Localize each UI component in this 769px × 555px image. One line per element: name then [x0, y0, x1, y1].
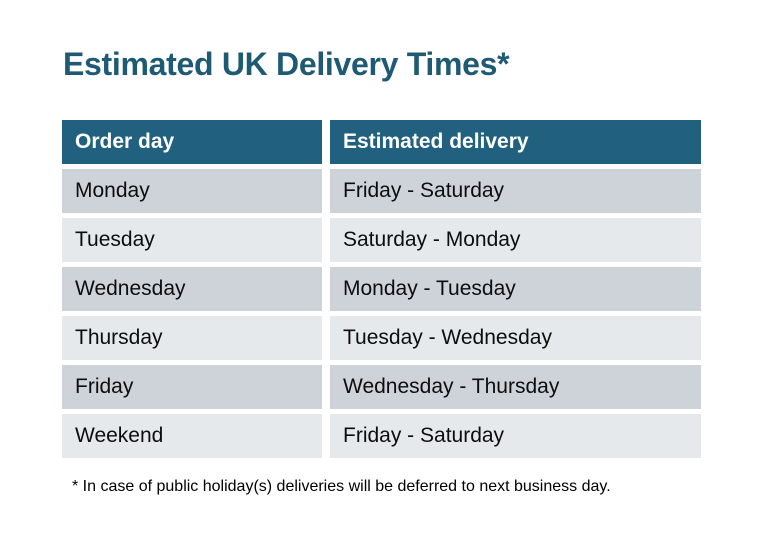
column-header-estimated-delivery: Estimated delivery — [330, 120, 701, 164]
public-holiday-footnote: * In case of public holiday(s) deliverie… — [72, 478, 611, 495]
column-header-order-day: Order day — [62, 120, 322, 164]
table-cell-order-day: Thursday — [62, 316, 322, 360]
table-cell-estimated-delivery: Friday - Saturday — [330, 169, 701, 213]
table-cell-order-day: Weekend — [62, 414, 322, 458]
table-cell-estimated-delivery: Wednesday - Thursday — [330, 365, 701, 409]
table-cell-estimated-delivery: Monday - Tuesday — [330, 267, 701, 311]
table-cell-order-day: Monday — [62, 169, 322, 213]
table-cell-order-day: Friday — [62, 365, 322, 409]
table-cell-estimated-delivery: Tuesday - Wednesday — [330, 316, 701, 360]
delivery-times-table: Order day Estimated delivery Monday Frid… — [62, 120, 701, 458]
table-cell-order-day: Wednesday — [62, 267, 322, 311]
page-title: Estimated UK Delivery Times* — [63, 46, 510, 82]
table-cell-estimated-delivery: Saturday - Monday — [330, 218, 701, 262]
table-cell-estimated-delivery: Friday - Saturday — [330, 414, 701, 458]
table-cell-order-day: Tuesday — [62, 218, 322, 262]
